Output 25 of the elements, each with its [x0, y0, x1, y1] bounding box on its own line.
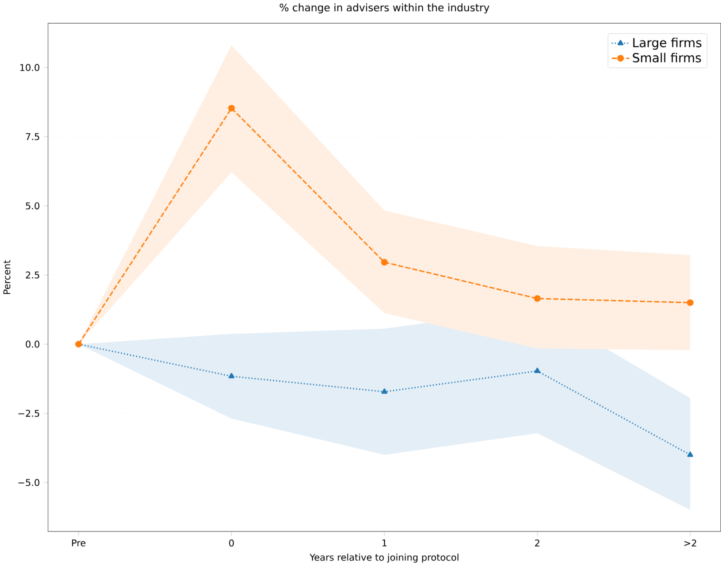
legend-label: Large firms: [633, 38, 702, 50]
y-tick-label: 7.5: [26, 133, 40, 140]
point: [686, 299, 694, 306]
chart-title: % change in advisers within the industry: [280, 3, 490, 14]
y-tick-label: −2.5: [18, 410, 40, 417]
point: [381, 258, 388, 266]
y-tick-label: 5.0: [26, 202, 40, 210]
point: [228, 372, 234, 378]
x-tick-label: >2: [684, 539, 696, 546]
point: [228, 104, 235, 112]
y-tick-label: −5.0: [18, 478, 40, 486]
y-axis-title: Percent: [3, 260, 10, 294]
x-tick-label: Pre: [72, 540, 86, 546]
x-tick-label: 0: [229, 539, 234, 547]
y-tick-label: 0.0: [26, 340, 40, 348]
point: [381, 388, 388, 394]
x-tick-label: 2: [535, 539, 540, 546]
point: [534, 295, 541, 302]
point: [687, 451, 694, 457]
legend-label: Small firms: [632, 52, 701, 62]
point: [534, 368, 540, 373]
y-tick-label: 2.5: [26, 271, 40, 278]
y-tick-label: 10.0: [20, 64, 40, 71]
x-tick-label: 1: [382, 540, 386, 546]
x-axis-title: Years relative to joining protocol: [310, 554, 458, 563]
